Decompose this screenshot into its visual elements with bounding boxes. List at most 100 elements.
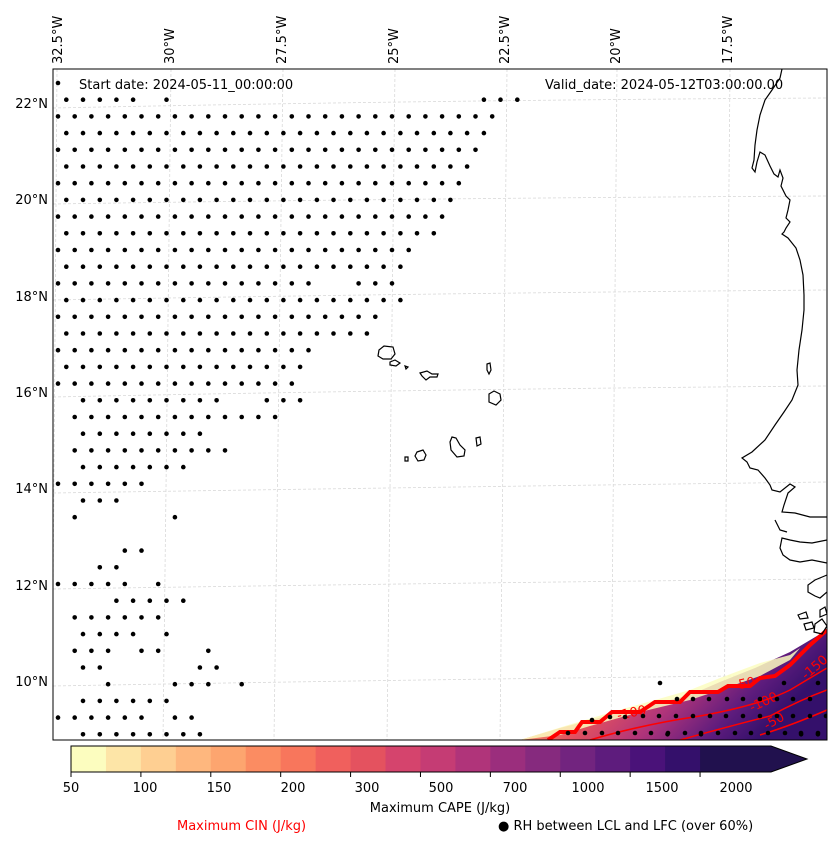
- rh-dot: [381, 197, 386, 203]
- colorbar-segment: [315, 746, 352, 772]
- rh-dot: [222, 147, 228, 153]
- rh-dot: [706, 696, 712, 702]
- rh-dot: [139, 114, 144, 119]
- rh-dot: [155, 381, 161, 386]
- rh-dot: [64, 97, 69, 102]
- rh-dot: [155, 314, 161, 320]
- gridline-lon-22-5w: [499, 69, 508, 740]
- rh-dot: [181, 130, 186, 136]
- rh-dot: [122, 347, 128, 353]
- rh-dot: [297, 331, 303, 336]
- rh-dot: [80, 130, 86, 136]
- rh-dot: [206, 347, 211, 353]
- rh-dot: [740, 713, 746, 719]
- rh-dot: [264, 130, 270, 136]
- rh-dot: [122, 548, 128, 553]
- rh-dot: [331, 331, 336, 336]
- rh-dot: [381, 231, 386, 236]
- rh-dot: [80, 264, 86, 270]
- rh-dot: [105, 681, 111, 687]
- rh-dot: [289, 147, 295, 153]
- lat-tick-18n: 18°N: [15, 290, 48, 305]
- rh-dot: [189, 715, 194, 720]
- rh-dot: [489, 114, 495, 119]
- rh-dot: [114, 364, 119, 370]
- rh-dot: [256, 180, 261, 186]
- map-frame: [52, 68, 828, 741]
- rh-dot: [105, 581, 111, 587]
- rh-dot: [105, 615, 111, 620]
- rh-dot: [206, 147, 211, 153]
- rh-dot: [832, 732, 837, 737]
- rh-dot: [172, 314, 178, 320]
- rh-dot: [247, 264, 253, 270]
- colorbar-tick-label: 150: [206, 781, 232, 796]
- rh-dot: [114, 498, 119, 503]
- rh-dot: [322, 114, 328, 119]
- legend-rh-item: ● RH between LCL and LFC (over 60%): [498, 819, 753, 834]
- rh-dot: [239, 214, 244, 219]
- rh-dot: [197, 398, 203, 403]
- rh-dot: [181, 598, 186, 603]
- rh-dot: [72, 281, 77, 286]
- rh-dot: [239, 381, 244, 386]
- rh-dot: [431, 197, 437, 203]
- rh-dot: [214, 197, 219, 203]
- rh-dot: [155, 414, 161, 420]
- rh-dot: [690, 713, 696, 719]
- rh-dot: [339, 247, 345, 253]
- colorbar-segment: [525, 746, 561, 772]
- rh-dot: [456, 180, 462, 186]
- rh-dot: [414, 197, 420, 203]
- colorbar-tick-label: 500: [428, 781, 454, 796]
- rh-dot: [206, 681, 211, 687]
- rh-dot: [247, 364, 253, 370]
- rh-dot: [80, 331, 86, 336]
- gridline-lat-12n: [53, 578, 827, 590]
- rh-dot: [414, 130, 420, 136]
- rh-dot: [64, 197, 69, 203]
- rh-dot: [748, 730, 754, 736]
- coastline-africa-inland-1: [774, 519, 788, 533]
- rh-dot: [297, 130, 303, 136]
- colorbar-tick-label: 1500: [645, 781, 679, 796]
- rh-dot: [339, 214, 345, 219]
- gridline-lon-32-5w: [53, 69, 58, 660]
- rh-dot: [515, 97, 520, 102]
- rh-dot: [281, 297, 286, 303]
- rh-dot: [348, 231, 353, 236]
- rh-dot: [139, 314, 144, 320]
- rh-dot: [122, 381, 128, 386]
- coastline-senegal-south: [779, 537, 827, 564]
- rh-dot: [222, 180, 228, 186]
- rh-dot: [281, 264, 286, 270]
- rh-dot: [181, 164, 186, 169]
- rh-dot: [231, 197, 236, 203]
- rh-dot: [239, 347, 244, 353]
- rh-dot: [698, 730, 704, 736]
- rh-dot: [122, 147, 128, 153]
- rh-dot: [72, 214, 77, 219]
- rh-dot: [264, 264, 270, 270]
- rh-dot: [89, 581, 94, 587]
- colorbar-segment: [350, 746, 387, 772]
- rh-dot: [55, 314, 61, 320]
- rh-dot: [164, 431, 169, 437]
- rh-dot: [97, 631, 103, 637]
- rh-dot: [105, 381, 111, 386]
- rh-dot: [114, 97, 119, 102]
- rh-dot: [448, 197, 453, 203]
- colorbar-segment: [630, 746, 666, 772]
- rh-dot: [122, 448, 128, 453]
- rh-dot: [64, 331, 69, 336]
- rh-dot: [239, 180, 244, 186]
- rh-dot: [599, 730, 605, 736]
- gridline-lon-30w: [162, 69, 172, 740]
- rh-dot: [105, 715, 111, 720]
- rh-dot: [406, 180, 412, 186]
- rh-dot: [72, 247, 77, 253]
- rh-dot: [281, 331, 286, 336]
- rh-dot: [206, 214, 211, 219]
- rh-dot: [389, 114, 395, 119]
- rh-dot: [281, 231, 286, 236]
